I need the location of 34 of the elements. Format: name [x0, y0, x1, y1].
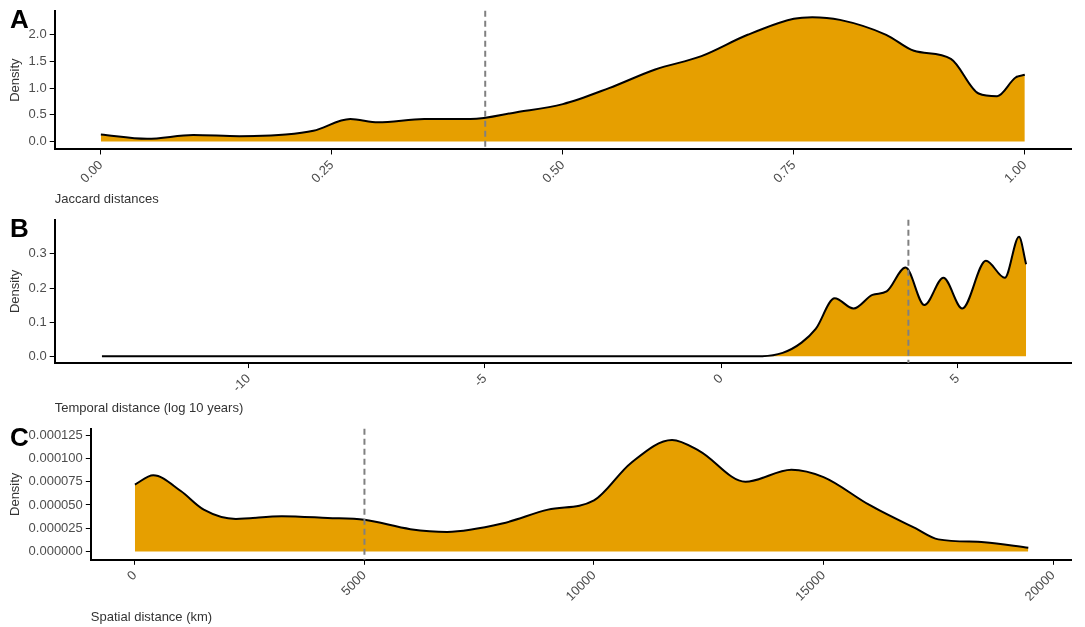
y-tick-label: 1.5	[28, 53, 47, 69]
x-tick-label: 0	[123, 567, 140, 584]
y-tick-label: 2.0	[28, 26, 47, 42]
y-axis-title: Density	[7, 269, 23, 314]
y-tick-label: 1.0	[28, 79, 47, 95]
y-tick-label: 0.0	[28, 347, 47, 363]
y-tick-label: 0.000050	[28, 496, 83, 512]
y-tick-label: 0.000000	[28, 543, 83, 559]
chart-title: A	[10, 4, 29, 35]
x-axis-title: Spatial distance (km)	[90, 608, 213, 624]
x-tick-label: -10	[229, 370, 254, 395]
y-tick-label: 0.5	[28, 106, 47, 122]
x-axis-title: Temporal distance (log 10 years)	[54, 399, 244, 415]
y-axis-title: Density	[7, 57, 23, 102]
x-axis-title: Jaccard distances	[54, 190, 160, 206]
x-tick-label: -5	[470, 370, 490, 390]
x-tick-label: 0.00	[77, 157, 106, 186]
x-tick-label: 0.50	[538, 157, 568, 186]
chart-title: C	[10, 422, 29, 453]
y-tick-label: 0.000075	[28, 473, 83, 489]
x-tick-label: 0.75	[769, 157, 799, 186]
x-tick-label: 5	[946, 370, 963, 387]
x-tick-label: 0	[710, 370, 726, 387]
y-tick-label: 0.000100	[28, 450, 83, 466]
y-tick-label: 0.000125	[28, 426, 83, 442]
y-tick-label: 0.3	[28, 245, 47, 261]
y-axis-title: Density	[7, 472, 23, 516]
chart-title: B	[10, 213, 29, 244]
y-tick-label: 0.2	[28, 279, 47, 295]
x-tick-label: 0.25	[308, 157, 337, 186]
x-tick-label: 1.00	[1000, 157, 1030, 186]
y-tick-label: 0.000025	[28, 519, 83, 535]
y-tick-label: 0.0	[28, 133, 47, 149]
y-tick-label: 0.1	[28, 313, 47, 329]
